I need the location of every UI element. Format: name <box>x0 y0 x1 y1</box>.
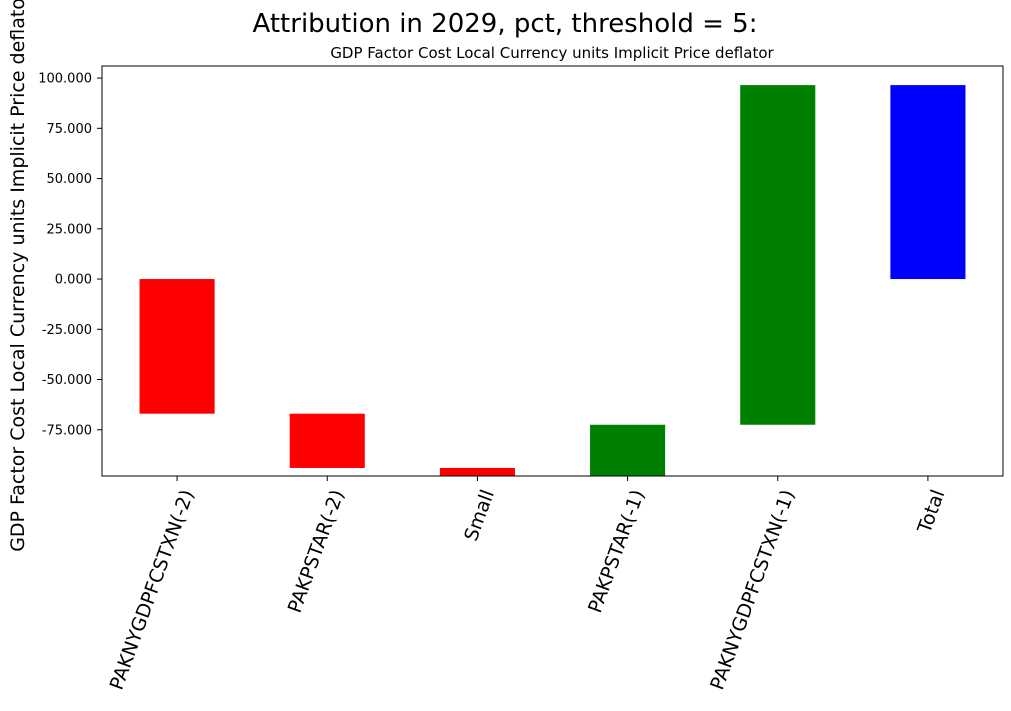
x-tick-label: PAKNYGDPFCSTXN(-2) <box>106 487 199 693</box>
y-tick-label: 75.000 <box>47 122 93 137</box>
y-axis-ticks: 100.000 75.000 50.000 25.000 0.000 -25.000 -50… <box>38 72 102 438</box>
plot-frame <box>101 65 1004 477</box>
bar <box>439 467 515 476</box>
bars-group <box>139 85 966 476</box>
bar <box>289 413 365 468</box>
y-tick-label: 50.000 <box>47 172 93 187</box>
bar <box>740 85 816 425</box>
x-axis-ticks: PAKNYGDPFCSTXN(-2) PAKPSTAR(-2) Small PAKPS… <box>106 476 949 693</box>
bar <box>890 85 966 280</box>
y-tick-label: 25.000 <box>47 222 93 237</box>
y-tick-label: -50.000 <box>42 373 92 388</box>
x-tick-label: PAKPSTAR(-2) <box>284 487 349 616</box>
x-tick-label: PAKPSTAR(-1) <box>584 487 649 616</box>
y-tick-label: -25.000 <box>42 323 92 338</box>
bar <box>139 279 215 414</box>
x-tick-label: Total <box>913 487 949 537</box>
chart-suptitle: Attribution in 2029, pct, threshold = 5: <box>253 9 758 39</box>
chart-title: GDP Factor Cost Local Currency units Imp… <box>330 44 774 62</box>
y-tick-label: 100.000 <box>38 72 92 87</box>
y-axis-label: GDP Factor Cost Local Currency units Imp… <box>7 0 29 552</box>
y-tick-label: -75.000 <box>42 423 92 438</box>
bar <box>590 424 666 476</box>
x-tick-label: PAKNYGDPFCSTXN(-1) <box>706 487 799 693</box>
x-tick-label: Small <box>460 487 499 544</box>
y-tick-label: 0.000 <box>55 273 92 288</box>
